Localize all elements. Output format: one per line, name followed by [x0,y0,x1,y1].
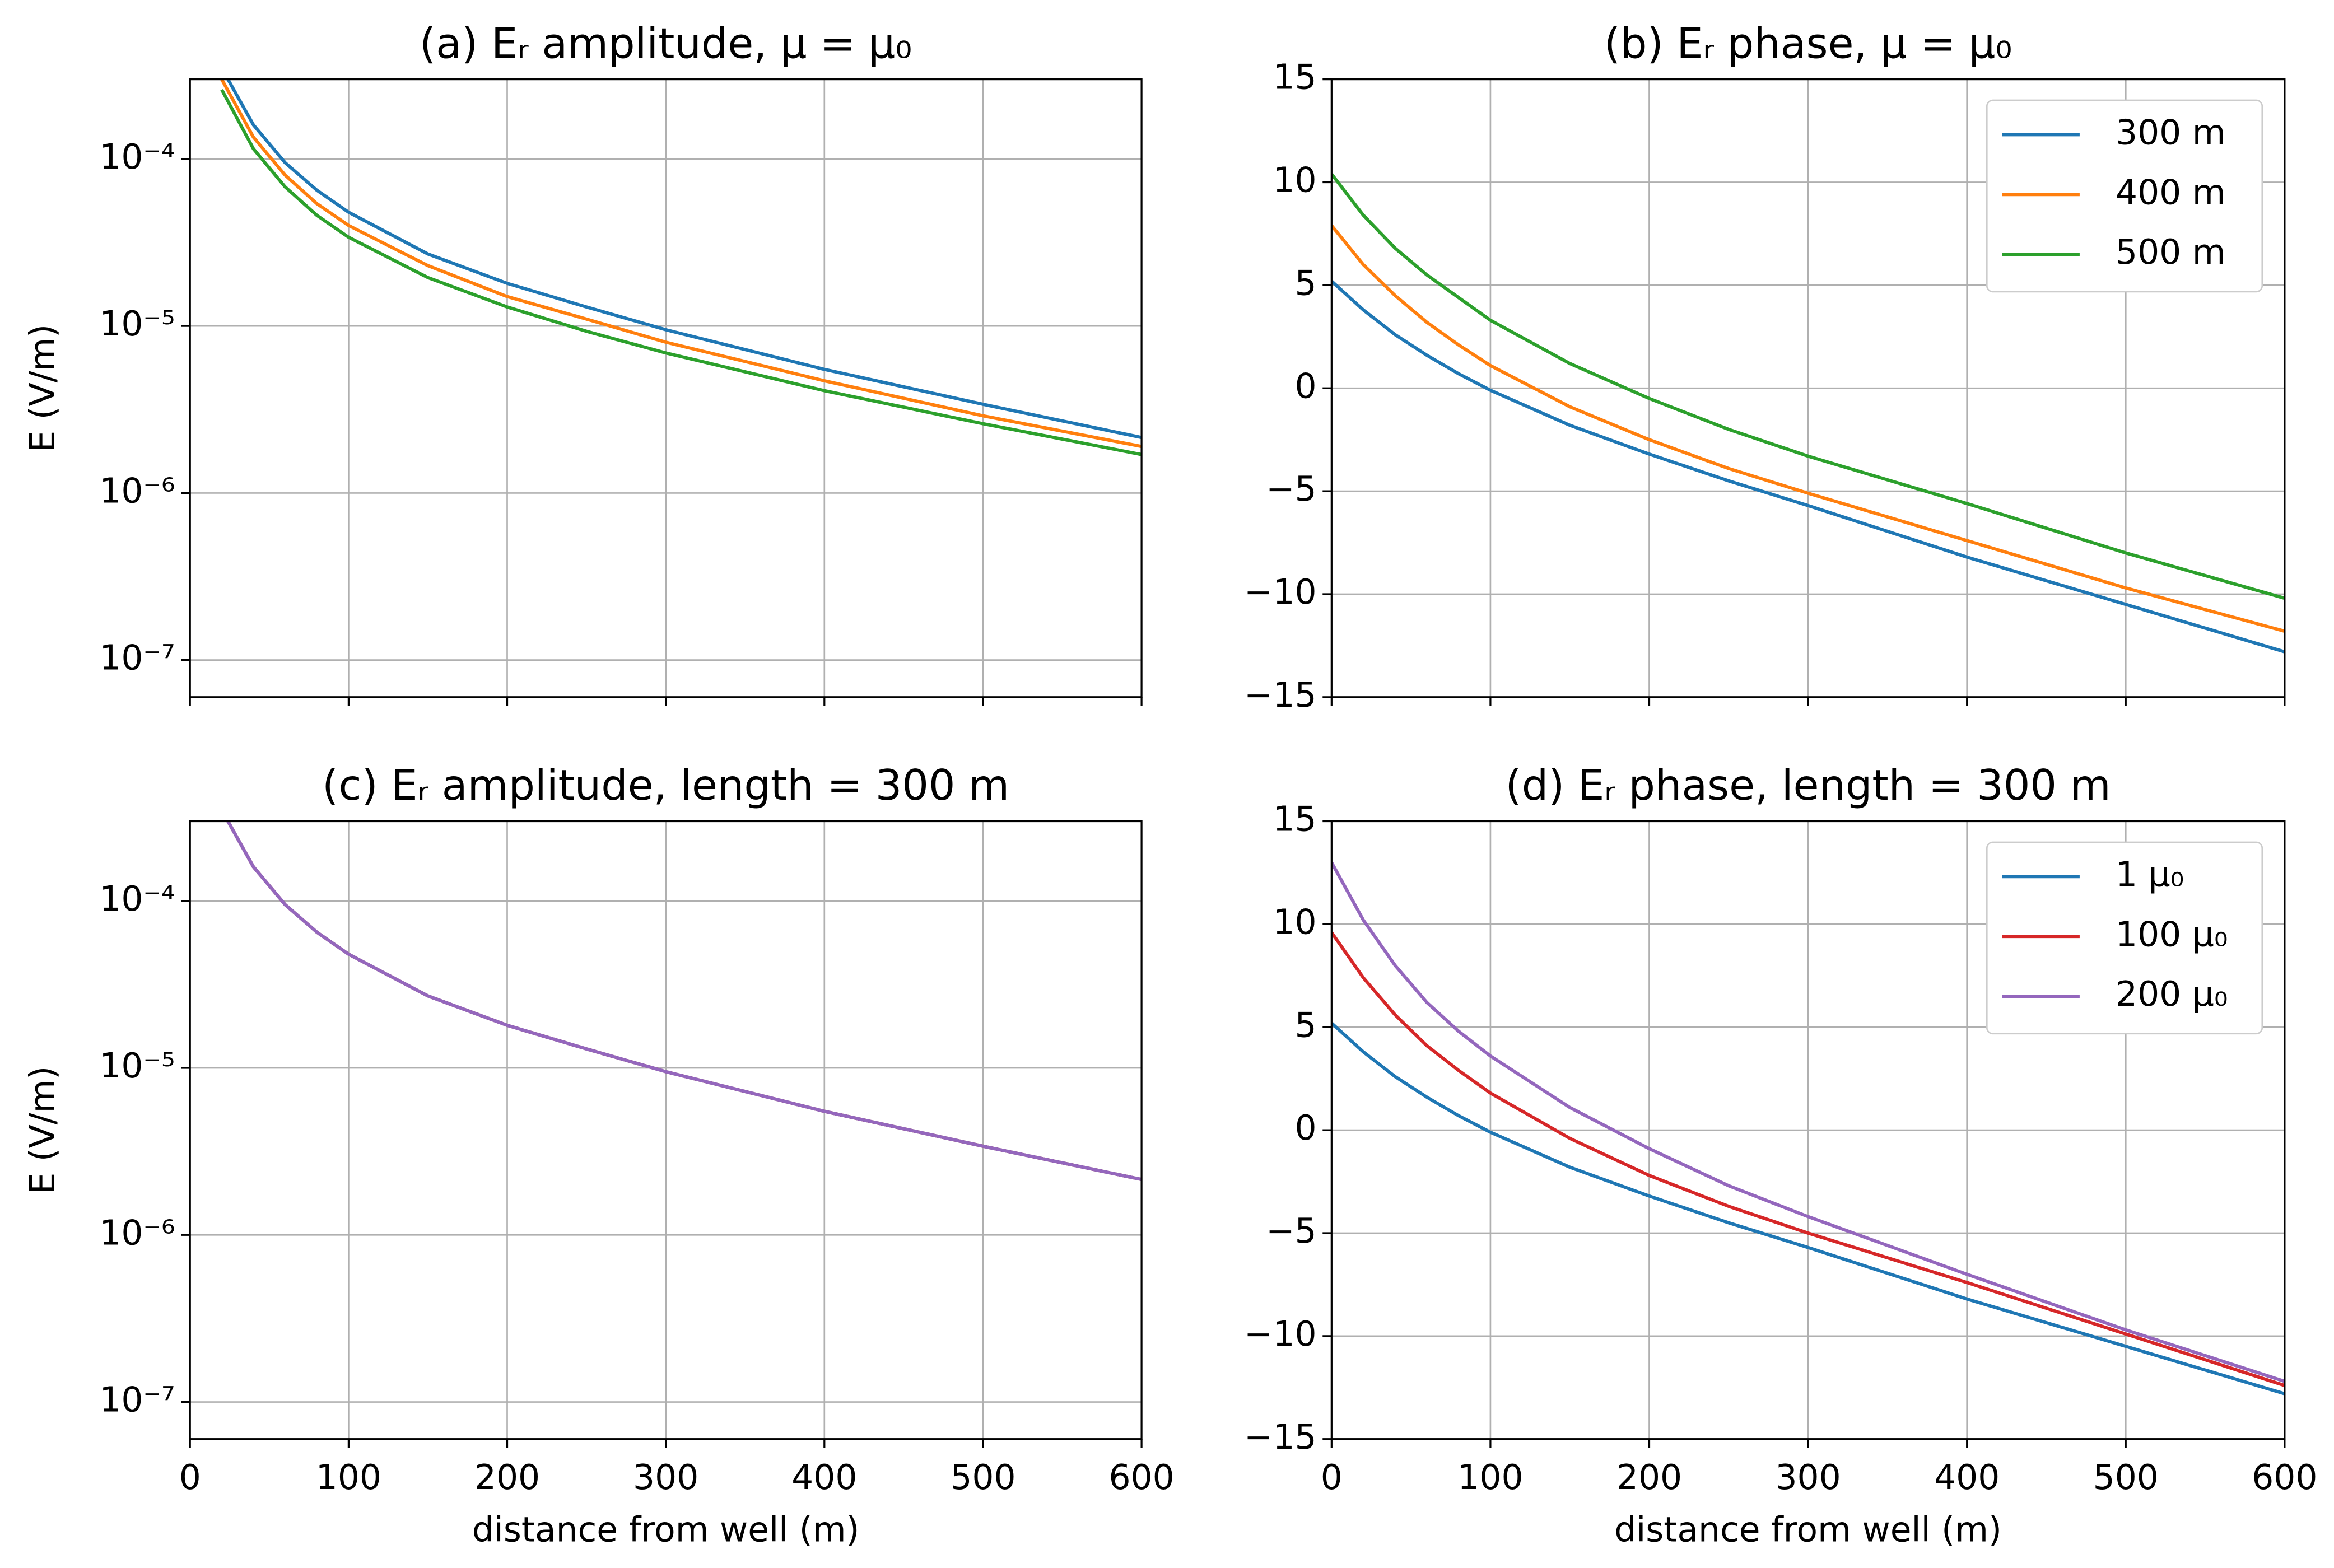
line-series [226,821,1142,1182]
y-tick-label: 5 [1295,263,1317,303]
x-tick-label: 400 [791,1458,857,1497]
y-tick-label: 10⁻⁶ [99,1213,175,1253]
legend-label: 500 m [2116,232,2226,272]
y-tick-label: 10⁻⁷ [99,1380,175,1420]
line-series [226,821,1142,1182]
y-tick-label: 0 [1295,1108,1317,1148]
line-series [1331,861,2285,1383]
legend-label: 400 m [2116,172,2226,212]
panel-title: (a) Eᵣ amplitude, μ = μ₀ [420,19,912,68]
x-tick-label: 100 [1457,1458,1523,1497]
y-tick-label: 10⁻⁵ [99,304,175,344]
line-series [1331,931,2285,1387]
legend-label: 300 m [2116,113,2226,153]
line-series [220,88,1142,456]
y-tick-label: −15 [1244,1417,1317,1457]
legend-box [1986,841,2263,1035]
legend-label: 200 μ₀ [2116,974,2228,1014]
x-tick-label: 300 [1775,1458,1841,1497]
x-tick-label: 400 [1934,1458,2000,1497]
y-tick-label: 10 [1273,902,1316,942]
y-tick-label: −5 [1266,1211,1317,1251]
y-tick-label: 10⁻⁴ [99,137,175,177]
y-tick-label: 15 [1273,800,1316,839]
y-tick-label: 0 [1295,366,1317,406]
x-tick-label: 600 [1108,1458,1174,1497]
x-axis-label: distance from well (m) [1614,1510,2002,1550]
y-tick-label: −10 [1244,1314,1317,1354]
y-tick-label: 10 [1273,161,1316,200]
x-tick-label: 500 [950,1458,1015,1497]
y-tick-label: 10⁻⁵ [99,1046,175,1086]
x-tick-label: 0 [1321,1458,1343,1497]
y-tick-label: −5 [1266,469,1317,509]
line-series [1331,1021,2285,1396]
plot-frame [1330,820,2286,1440]
y-axis-label: E (V/m) [23,324,63,452]
x-tick-label: 300 [633,1458,698,1497]
line-series [1331,224,2285,633]
line-series [1331,172,2285,600]
x-tick-label: 500 [2093,1458,2159,1497]
legend-label: 1 μ₀ [2116,855,2184,894]
panel-title: (d) Eᵣ phase, length = 300 m [1506,761,2111,810]
panel-title: (b) Eᵣ phase, μ = μ₀ [1604,19,2012,68]
line-series [1331,279,2285,654]
x-tick-label: 200 [474,1458,540,1497]
x-axis-label: distance from well (m) [472,1510,860,1550]
y-tick-label: 5 [1295,1005,1317,1045]
plot-frame [189,820,1143,1440]
legend-box [1986,99,2263,293]
legend-label: 100 μ₀ [2116,914,2228,954]
line-series [220,79,1142,449]
y-tick-label: 10⁻⁷ [99,638,175,678]
x-tick-label: 100 [316,1458,381,1497]
y-tick-label: −15 [1244,675,1317,715]
line-series [226,821,1142,1182]
panel-title: (c) Eᵣ amplitude, length = 300 m [322,761,1009,810]
plot-frame [189,78,1143,698]
y-tick-label: −10 [1244,572,1317,612]
x-tick-label: 200 [1616,1458,1682,1497]
line-series [226,79,1142,440]
y-axis-label: E (V/m) [23,1066,63,1194]
y-tick-label: 15 [1273,58,1316,97]
x-tick-label: 0 [179,1458,201,1497]
x-tick-label: 600 [2252,1458,2317,1497]
plot-frame [1330,78,2286,698]
y-tick-label: 10⁻⁴ [99,879,175,919]
y-tick-label: 10⁻⁶ [99,471,175,511]
